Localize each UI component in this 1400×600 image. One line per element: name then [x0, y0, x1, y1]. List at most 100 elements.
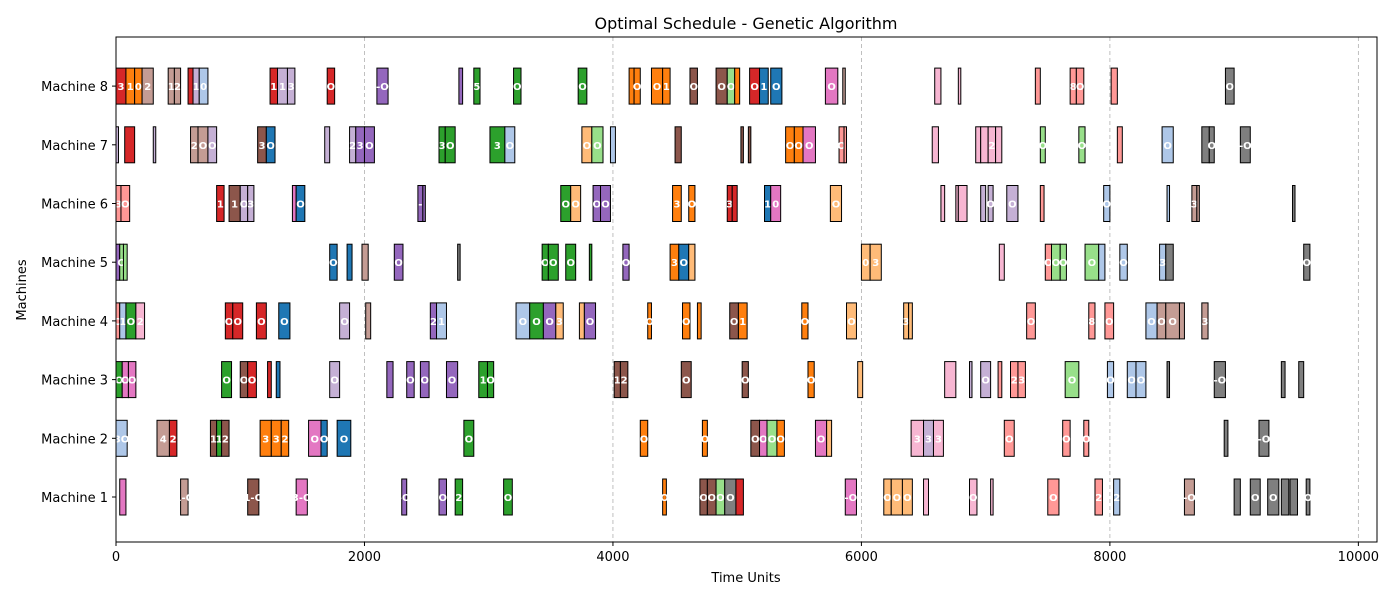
- task-bar-label: 2: [455, 493, 462, 504]
- task-bar-label: O: [689, 82, 698, 93]
- task-bar: [980, 126, 989, 164]
- task-bar-label: O: [1269, 493, 1278, 504]
- task-bar: [329, 361, 341, 399]
- task-bar: [932, 419, 944, 457]
- task-bar: [995, 126, 1003, 164]
- task-bar-label: -O: [1239, 141, 1252, 152]
- task-bar: [770, 67, 783, 105]
- task-bar: [1034, 67, 1041, 105]
- task-bar: [1298, 361, 1305, 399]
- task-bar-label: O: [640, 434, 649, 445]
- task-bar-label: O: [583, 141, 592, 152]
- task-bar: [339, 302, 351, 340]
- y-tick-label: Machine 7: [41, 139, 108, 154]
- task-bar-label: O: [1059, 258, 1068, 269]
- task-bar-label: O: [545, 317, 554, 328]
- task-bar-label: 3: [115, 200, 122, 211]
- task-bar-label: O: [1106, 376, 1115, 387]
- task-bar: [1201, 302, 1209, 340]
- task-bar: [844, 478, 857, 516]
- task-bar-label: O: [1088, 258, 1097, 269]
- task-bar: [940, 185, 946, 222]
- y-tick-label: Machine 8: [41, 80, 108, 95]
- task-bar-label: 2: [430, 317, 437, 328]
- task-bar-label: 1: [217, 200, 224, 211]
- task-bar: [255, 302, 267, 340]
- task-bar-label: O: [311, 434, 320, 445]
- task-bar: [286, 67, 296, 105]
- task-bar-label: O: [986, 200, 995, 211]
- task-bar-label: O: [465, 434, 474, 445]
- task-bar-label: O: [680, 258, 689, 269]
- task-bar: [1059, 243, 1067, 281]
- task-bar: [1003, 419, 1015, 457]
- task-bar-label: O: [1008, 200, 1017, 211]
- task-bar-label: O: [726, 493, 735, 504]
- task-bar-label: 4: [160, 434, 167, 445]
- task-bar-label: O: [117, 258, 126, 269]
- task-bar-label: O: [296, 200, 305, 211]
- task-bar: [1017, 361, 1026, 399]
- task-bar: [747, 126, 752, 164]
- task-bar-label: O: [751, 434, 760, 445]
- task-bar: [419, 361, 430, 399]
- task-bar-label: O: [893, 493, 902, 504]
- task-bar-label: 3: [258, 141, 265, 152]
- task-bar: [1106, 361, 1115, 399]
- task-bar-label: O: [716, 493, 725, 504]
- task-bar-label: O: [1127, 376, 1136, 387]
- task-bar-label: 1-O: [243, 493, 263, 504]
- task-bar-label: 1: [279, 82, 286, 93]
- task-bar: [247, 361, 257, 399]
- task-bar: [776, 419, 785, 457]
- x-tick-label: 4000: [596, 550, 629, 565]
- task-bar-label: O: [266, 141, 275, 152]
- task-bar: [232, 302, 244, 340]
- task-bar-label: O: [1082, 434, 1091, 445]
- task-bar-label: 8: [1088, 317, 1095, 328]
- task-bar-label: 2: [621, 376, 628, 387]
- task-bar: [1305, 478, 1311, 516]
- task-bar-label: O: [248, 376, 257, 387]
- task-bar: [578, 302, 585, 340]
- task-bar-label: 2: [1011, 376, 1018, 387]
- task-bar-label: O: [660, 493, 669, 504]
- task-bar-label: O: [837, 141, 846, 152]
- task-bar-label: 2: [1113, 493, 1120, 504]
- task-bar: [173, 67, 182, 105]
- task-bar-label: 2: [222, 434, 229, 445]
- task-bar-label: 3: [288, 82, 295, 93]
- task-bar: [826, 419, 833, 457]
- task-bar-label: O: [1076, 82, 1085, 93]
- task-bar: [1047, 478, 1060, 516]
- task-bar: [741, 361, 749, 399]
- task-bar: [600, 185, 611, 222]
- chart-title: Optimal Schedule - Genetic Algorithm: [594, 14, 897, 33]
- task-bar: [547, 243, 559, 281]
- task-bar: [207, 126, 218, 164]
- task-bar: [801, 302, 809, 340]
- task-bar: [336, 419, 352, 457]
- task-bar-label: O: [486, 376, 495, 387]
- task-bar: [1249, 478, 1261, 516]
- task-bar: [1280, 361, 1286, 399]
- task-bar: [135, 302, 146, 340]
- task-bar-label: O: [506, 141, 515, 152]
- task-bar-label: 2: [191, 141, 198, 152]
- plot-frame: [115, 36, 1378, 543]
- task-bar-label: O: [633, 82, 642, 93]
- task-bar: [265, 126, 276, 164]
- task-bar-label: O: [121, 200, 130, 211]
- task-bar: [843, 126, 848, 164]
- task-bar: [1267, 478, 1280, 516]
- task-bar-label: O: [805, 141, 814, 152]
- task-bar-label: 3: [439, 141, 446, 152]
- task-bar-label: O: [768, 434, 777, 445]
- task-bar: [393, 243, 404, 281]
- task-bar: [680, 361, 692, 399]
- task-bar: [445, 361, 459, 399]
- task-bar-label: 1: [270, 82, 277, 93]
- task-bar: [1280, 478, 1290, 516]
- task-bar: [1103, 185, 1111, 222]
- task-bar: [662, 478, 667, 516]
